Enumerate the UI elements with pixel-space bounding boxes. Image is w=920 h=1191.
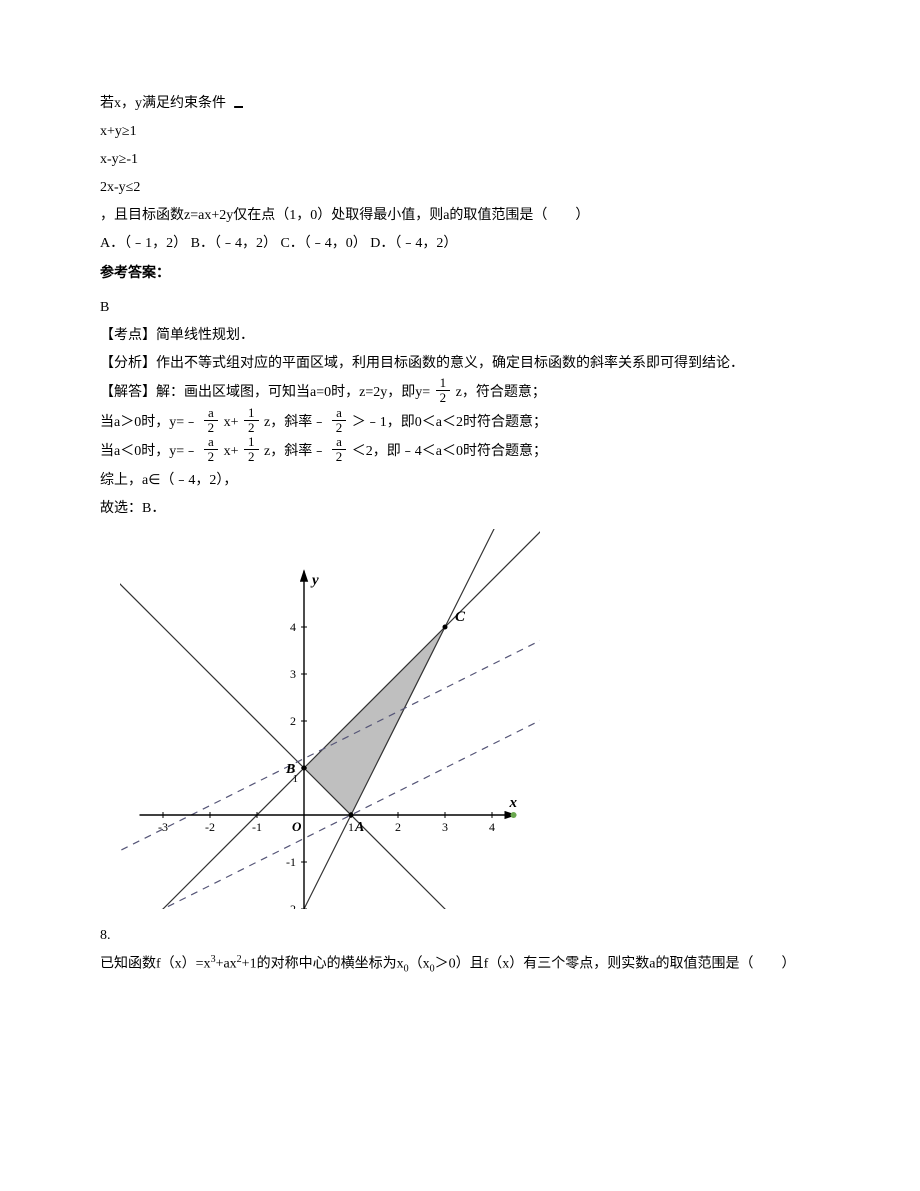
c2-m2: z，斜率﹣ (264, 444, 326, 459)
svg-text:O: O (292, 819, 302, 834)
frac-a2b: a2 (332, 406, 347, 436)
svg-text:3: 3 (290, 667, 296, 681)
svg-text:A: A (354, 820, 364, 835)
q8-stem: 已知函数f（x）=x3+ax2+1的对称中心的横坐标为x0（x0＞0）且f（x）… (100, 950, 820, 979)
svg-text:-2: -2 (286, 902, 296, 909)
c2-m1: x+ (224, 444, 239, 459)
svg-text:3: 3 (442, 820, 448, 834)
svg-text:-2: -2 (205, 820, 215, 834)
feasible-region-chart: -3-2-11234-2-11234OxyABC1 (120, 529, 820, 920)
svg-text:-3: -3 (158, 820, 168, 834)
constraint-2: x-y≥-1 (100, 146, 820, 174)
svg-text:4: 4 (290, 620, 296, 634)
chart-svg: -3-2-11234-2-11234OxyABC1 (120, 529, 540, 909)
q7-stem: 若x，y满足约束条件 (100, 90, 820, 118)
q7-options: A．（﹣1，2） B．（﹣4，2） C．（﹣4，0） D．（﹣4，2） (100, 230, 820, 258)
answer-value: B (100, 294, 820, 322)
svg-text:y: y (310, 572, 319, 588)
final: 故选：B． (100, 495, 820, 523)
jie-post: z，符合题意； (456, 385, 546, 400)
c1-pre: 当a＞0时，y=﹣ (100, 415, 198, 430)
jie-pre: 【解答】解：画出区域图，可知当a=0时，z=2y，即y= (100, 385, 430, 400)
case1-line: 当a＞0时，y=﹣ a2 x+ 12 z，斜率﹣ a2 ＞﹣1，即0＜a＜2时符… (100, 408, 820, 438)
frac-1over2: 1 2 (436, 376, 451, 406)
frac-12b: 12 (244, 435, 259, 465)
svg-text:-1: -1 (252, 820, 262, 834)
svg-text:4: 4 (489, 820, 495, 834)
fenxi: 【分析】作出不等式组对应的平面区域，利用目标函数的意义，确定目标函数的斜率关系即… (100, 350, 820, 378)
frac-12: 12 (244, 406, 259, 436)
svg-text:x: x (509, 795, 518, 811)
answer-label: 参考答案： (100, 258, 820, 286)
constraint-3: 2x-y≤2 (100, 174, 820, 202)
c1-m2: z，斜率﹣ (264, 415, 326, 430)
c2-post: ＜2，即﹣4＜a＜0时符合题意； (352, 444, 547, 459)
frac-a2: a2 (204, 406, 219, 436)
zong: 综上，a∈（﹣4，2）， (100, 467, 820, 495)
svg-text:2: 2 (290, 714, 296, 728)
c2-pre: 当a＜0时，y=﹣ (100, 444, 198, 459)
frac-a2d: a2 (332, 435, 347, 465)
kaodian: 【考点】简单线性规划． (100, 322, 820, 350)
q8-num: 8. (100, 922, 820, 950)
c1-post: ＞﹣1，即0＜a＜2时符合题意； (352, 415, 547, 430)
constraint-1: x+y≥1 (100, 118, 820, 146)
jie-line: 【解答】解：画出区域图，可知当a=0时，z=2y，即y= 1 2 z，符合题意； (100, 378, 820, 408)
q7-tail: ，且目标函数z=ax+2y仅在点（1，0）处取得最小值，则a的取值范围是（ ） (100, 208, 589, 223)
svg-text:2: 2 (395, 820, 401, 834)
svg-text:1: 1 (348, 820, 354, 834)
svg-text:C: C (455, 609, 466, 625)
svg-text:1: 1 (293, 773, 299, 785)
frac-a2c: a2 (204, 435, 219, 465)
c1-m1: x+ (224, 415, 239, 430)
svg-text:-1: -1 (286, 855, 296, 869)
q7-prefix: 若x，y满足约束条件 (100, 96, 226, 111)
case2-line: 当a＜0时，y=﹣ a2 x+ 12 z，斜率﹣ a2 ＜2，即﹣4＜a＜0时符… (100, 437, 820, 467)
